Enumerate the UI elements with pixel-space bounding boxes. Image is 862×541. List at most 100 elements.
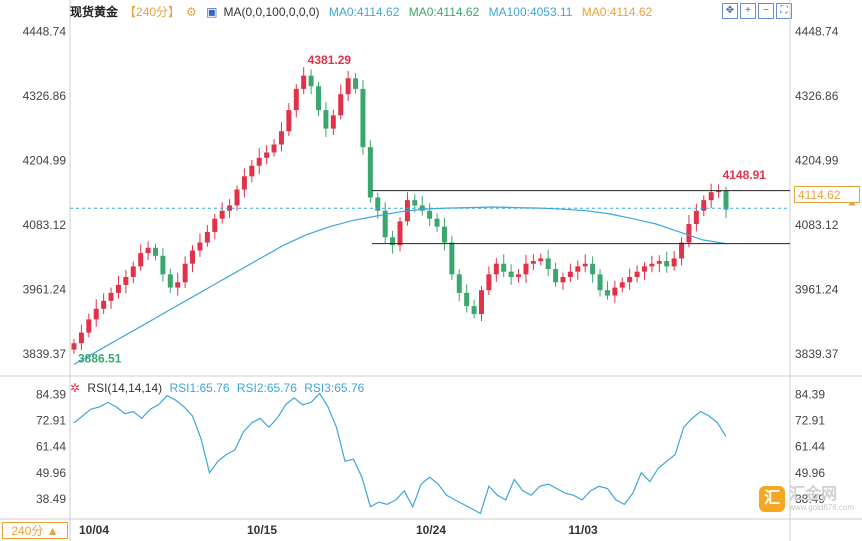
rsi-tick-label-right: 49.96 xyxy=(795,466,825,480)
candle-body xyxy=(567,271,573,277)
candle-body xyxy=(619,282,625,288)
candle-body xyxy=(486,274,492,291)
rsi1-value: RSI1:65.76 xyxy=(169,381,230,395)
candle-body xyxy=(716,190,722,193)
candle-body xyxy=(345,78,351,95)
candle-body xyxy=(301,75,307,89)
low-annotation: 3886.51 xyxy=(78,351,122,365)
candle-body xyxy=(427,210,433,219)
y-tick-label-left: 3839.37 xyxy=(23,347,67,361)
candle-body xyxy=(449,242,455,275)
candle-body xyxy=(671,258,677,267)
ma-label: MA(0,0,100,0,0,0) xyxy=(223,5,320,19)
candle-body xyxy=(278,131,284,145)
ma2-value: MA0:4114.62 xyxy=(408,5,480,19)
rsi-settings-icon[interactable]: ✲ xyxy=(70,381,81,395)
candle-body xyxy=(397,221,403,246)
candle-body xyxy=(145,247,151,254)
y-tick-label-right: 3961.24 xyxy=(795,283,839,297)
candle-body xyxy=(101,300,107,309)
candle-body xyxy=(471,306,477,315)
y-tick-label-right: 4448.74 xyxy=(795,24,839,38)
candle-body xyxy=(493,263,499,275)
ma100-line xyxy=(73,206,727,365)
y-tick-label-right: 4326.86 xyxy=(795,89,839,103)
settings-icon[interactable]: ⚙ xyxy=(186,5,197,19)
candle-body xyxy=(419,205,425,211)
ma1-value: MA0:4114.62 xyxy=(328,5,400,19)
y-tick-label-left: 3961.24 xyxy=(23,283,67,297)
candle-body xyxy=(553,269,559,283)
candle-body xyxy=(78,332,84,344)
candle-body xyxy=(434,218,440,227)
candle-body xyxy=(412,200,418,206)
rsi-label: RSI(14,14,14) xyxy=(87,381,163,395)
candle-body xyxy=(479,290,484,315)
candle-body xyxy=(241,176,247,190)
candle-body xyxy=(649,263,655,267)
candle-body xyxy=(634,271,640,277)
rsi-tick-label-left: 49.96 xyxy=(36,466,66,480)
y-tick-label-right: 3839.37 xyxy=(795,347,839,361)
candle-body xyxy=(664,261,670,267)
candle-body xyxy=(330,115,336,129)
candle-body xyxy=(123,276,129,285)
period-label[interactable]: 【240分】 xyxy=(124,5,181,19)
candle-body xyxy=(130,266,136,277)
candle-body xyxy=(538,258,544,262)
zoom-in-icon[interactable]: + xyxy=(740,3,756,19)
candle-body xyxy=(204,231,210,243)
candle-body xyxy=(93,308,99,320)
chart-toolbar: ✥ + − ⛶ xyxy=(722,3,792,19)
move-icon[interactable]: ✥ xyxy=(722,3,738,19)
y-tick-label-left: 4204.99 xyxy=(23,153,67,167)
candle-body xyxy=(360,88,366,148)
rsi-tick-label-left: 61.44 xyxy=(36,440,66,454)
fullscreen-icon[interactable]: ⛶ xyxy=(776,3,792,19)
candle-body xyxy=(656,261,662,264)
candle-body xyxy=(256,157,262,166)
candle-body xyxy=(390,237,396,246)
ma100-value: MA100:4053.11 xyxy=(488,5,573,19)
rsi3-value: RSI3:65.76 xyxy=(304,381,365,395)
x-tick-label: 10/15 xyxy=(247,523,277,537)
period-select-button[interactable]: 240分 ▲ xyxy=(2,522,68,539)
x-tick-label: 10/24 xyxy=(416,523,446,537)
rsi-tick-label-left: 38.49 xyxy=(36,492,66,506)
rsi-legend: ✲ RSI(14,14,14) RSI1:65.76 RSI2:65.76 RS… xyxy=(70,381,368,395)
candle-body xyxy=(501,263,507,272)
rsi2-value: RSI2:65.76 xyxy=(236,381,297,395)
candle-body xyxy=(723,190,729,210)
candle-body xyxy=(516,274,522,277)
candle-body xyxy=(219,210,225,219)
y-tick-label-right: 4083.12 xyxy=(795,218,839,232)
chart-type-icon[interactable]: ▣ xyxy=(206,5,218,19)
candle-body xyxy=(375,197,381,211)
candle-body xyxy=(597,274,603,291)
candle-body xyxy=(590,263,596,275)
candle-body xyxy=(316,86,321,111)
candle-body xyxy=(575,266,581,272)
candle-body xyxy=(612,287,618,296)
candle-body xyxy=(271,144,277,153)
rsi-tick-label-right: 84.39 xyxy=(795,388,825,402)
candle-body xyxy=(308,75,314,87)
candle-body xyxy=(86,319,92,333)
candle-body xyxy=(212,218,218,232)
candle-body xyxy=(249,165,255,177)
candle-body xyxy=(701,200,707,211)
candle-body xyxy=(441,226,447,243)
candle-body xyxy=(560,276,566,283)
y-tick-label-right: 4204.99 xyxy=(795,153,839,167)
candle-body xyxy=(708,192,714,201)
candle-body xyxy=(153,247,158,256)
watermark: 汇 汇金网 www.gold678.com xyxy=(759,486,854,512)
candle-body xyxy=(138,253,144,267)
zoom-out-icon[interactable]: − xyxy=(758,3,774,19)
x-tick-label: 11/03 xyxy=(568,523,598,537)
candle-body xyxy=(108,292,114,301)
candle-body xyxy=(627,276,633,283)
candle-body xyxy=(175,282,181,288)
candle-body xyxy=(227,205,233,211)
